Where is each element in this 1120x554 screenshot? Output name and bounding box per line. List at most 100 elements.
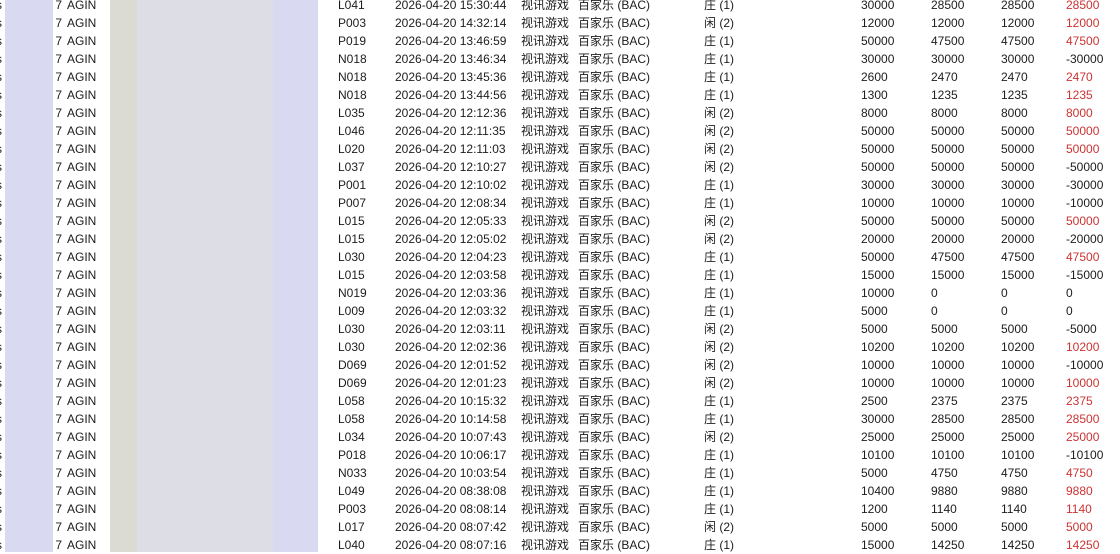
row-level: 7	[55, 160, 62, 174]
row-bet-type: 闲 (2)	[704, 124, 735, 138]
row-game-name: 百家乐 (BAC)	[578, 304, 651, 318]
row-timestamp: 2026-04-20 08:07:42	[395, 520, 507, 534]
row-valid-amount-2: 10000	[1001, 358, 1035, 372]
row-table-code: L058	[338, 412, 365, 426]
table-row: s 7 AGIN P018 2026-04-20 10:06:17 视讯游戏 百…	[0, 446, 1120, 464]
row-agent-name: AGIN	[67, 250, 97, 264]
row-game-type: 视讯游戏	[521, 322, 570, 336]
row-valid-amount-1: 50000	[931, 124, 965, 138]
row-game-type: 视讯游戏	[521, 304, 570, 318]
row-game-type: 视讯游戏	[521, 394, 570, 408]
row-valid-amount-2: 10000	[1001, 196, 1035, 210]
row-level: 7	[55, 232, 62, 246]
row-valid-amount-1: 10000	[931, 376, 965, 390]
row-game-type: 视讯游戏	[521, 538, 570, 552]
table-row: s 7 AGIN N033 2026-04-20 10:03:54 视讯游戏 百…	[0, 464, 1120, 482]
row-win-loss: -5000	[1066, 322, 1097, 336]
row-level: 7	[55, 538, 62, 552]
row-win-loss: -30000	[1066, 52, 1104, 66]
row-game-name: 百家乐 (BAC)	[578, 538, 651, 552]
row-bet-amount: 5000	[861, 466, 888, 480]
row-table-code: L015	[338, 214, 365, 228]
table-row: s 7 AGIN L058 2026-04-20 10:15:32 视讯游戏 百…	[0, 392, 1120, 410]
row-agent-name: AGIN	[67, 268, 97, 282]
row-timestamp: 2026-04-20 12:03:11	[395, 322, 506, 336]
row-win-loss: -10000	[1066, 358, 1104, 372]
row-timestamp: 2026-04-20 12:01:23	[395, 376, 507, 390]
row-agent-name: AGIN	[67, 394, 97, 408]
row-level: 7	[55, 16, 62, 30]
row-bet-amount: 5000	[861, 304, 888, 318]
row-valid-amount-2: 28500	[1001, 0, 1035, 12]
row-valid-amount-1: 8000	[931, 106, 958, 120]
row-game-type: 视讯游戏	[521, 448, 570, 462]
row-win-loss: 0	[1066, 304, 1073, 318]
row-game-name: 百家乐 (BAC)	[578, 376, 651, 390]
row-bet-type: 闲 (2)	[704, 358, 735, 372]
row-game-name: 百家乐 (BAC)	[578, 322, 651, 336]
row-game-name: 百家乐 (BAC)	[578, 196, 651, 210]
row-table-code: L017	[338, 520, 365, 534]
row-bet-amount: 50000	[861, 34, 895, 48]
row-level: 7	[55, 34, 62, 48]
row-bet-amount: 50000	[861, 142, 895, 156]
row-valid-amount-2: 4750	[1001, 466, 1028, 480]
row-edge-clipped-text: s	[0, 176, 6, 194]
row-table-code: L058	[338, 394, 365, 408]
row-bet-type: 闲 (2)	[704, 376, 735, 390]
table-row: s 7 AGIN N018 2026-04-20 13:44:56 视讯游戏 百…	[0, 86, 1120, 104]
row-bet-amount: 12000	[861, 16, 895, 30]
row-win-loss: 4750	[1066, 466, 1093, 480]
row-game-type: 视讯游戏	[521, 430, 570, 444]
row-bet-amount: 15000	[861, 538, 895, 552]
row-level: 7	[55, 250, 62, 264]
row-game-name: 百家乐 (BAC)	[578, 124, 651, 138]
row-valid-amount-2: 2375	[1001, 394, 1028, 408]
row-agent-name: AGIN	[67, 520, 97, 534]
row-win-loss: 12000	[1066, 16, 1100, 30]
row-valid-amount-2: 10200	[1001, 340, 1035, 354]
row-table-code: L015	[338, 232, 365, 246]
table-row: s 7 AGIN N018 2026-04-20 13:46:34 视讯游戏 百…	[0, 50, 1120, 68]
row-edge-clipped-text: s	[0, 464, 6, 482]
row-timestamp: 2026-04-20 12:03:36	[395, 286, 507, 300]
row-valid-amount-2: 50000	[1001, 124, 1035, 138]
row-level: 7	[55, 502, 62, 516]
row-table-code: L040	[338, 538, 365, 552]
row-game-name: 百家乐 (BAC)	[578, 502, 651, 516]
row-bet-type: 庄 (1)	[704, 394, 735, 408]
row-edge-clipped-text: s	[0, 248, 6, 266]
row-timestamp: 2026-04-20 10:03:54	[395, 466, 507, 480]
row-win-loss: -30000	[1066, 178, 1104, 192]
row-agent-name: AGIN	[67, 88, 97, 102]
row-valid-amount-2: 47500	[1001, 250, 1035, 264]
row-level: 7	[55, 520, 62, 534]
row-game-name: 百家乐 (BAC)	[578, 70, 651, 84]
row-table-code: P018	[338, 448, 367, 462]
row-game-name: 百家乐 (BAC)	[578, 430, 651, 444]
table-row: s 7 AGIN L030 2026-04-20 12:04:23 视讯游戏 百…	[0, 248, 1120, 266]
row-table-code: N033	[338, 466, 367, 480]
row-level: 7	[55, 304, 62, 318]
row-win-loss: -20000	[1066, 232, 1104, 246]
row-edge-clipped-text: s	[0, 428, 6, 446]
row-valid-amount-1: 10000	[931, 358, 965, 372]
table-row: s 7 AGIN L030 2026-04-20 12:02:36 视讯游戏 百…	[0, 338, 1120, 356]
row-agent-name: AGIN	[67, 322, 97, 336]
row-edge-clipped-text: s	[0, 392, 6, 410]
row-timestamp: 2026-04-20 12:03:32	[395, 304, 507, 318]
row-agent-name: AGIN	[67, 16, 97, 30]
row-game-type: 视讯游戏	[521, 484, 570, 498]
row-table-code: L015	[338, 268, 365, 282]
row-valid-amount-2: 12000	[1001, 16, 1035, 30]
row-timestamp: 2026-04-20 15:30:44	[395, 0, 507, 12]
table-row: s 7 AGIN D069 2026-04-20 12:01:23 视讯游戏 百…	[0, 374, 1120, 392]
table-row: s 7 AGIN L015 2026-04-20 12:05:33 视讯游戏 百…	[0, 212, 1120, 230]
row-level: 7	[55, 124, 62, 138]
row-valid-amount-2: 20000	[1001, 232, 1035, 246]
row-win-loss: 8000	[1066, 106, 1093, 120]
row-bet-type: 庄 (1)	[704, 502, 735, 516]
row-valid-amount-1: 30000	[931, 52, 965, 66]
row-bet-type: 庄 (1)	[704, 304, 735, 318]
